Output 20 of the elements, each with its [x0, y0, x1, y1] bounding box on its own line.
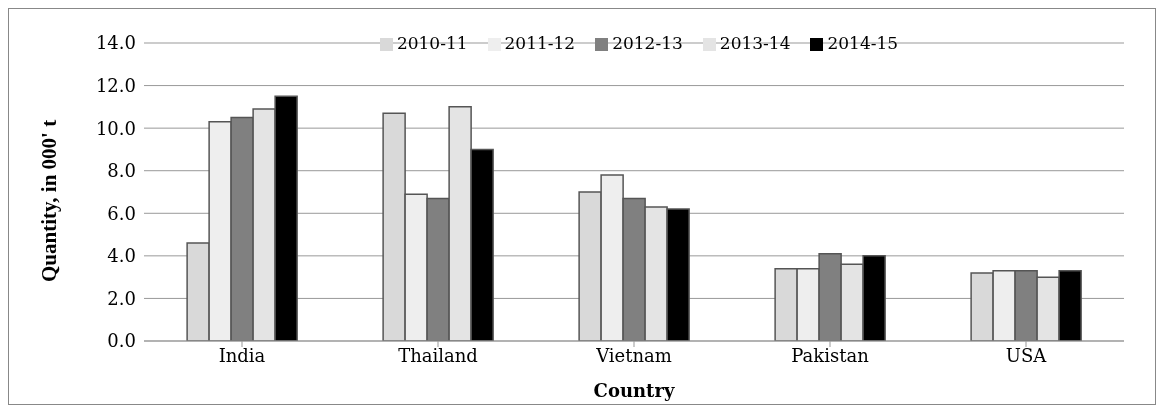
x-tick-label: India	[218, 344, 266, 366]
y-tick-label: 10.0	[95, 117, 136, 139]
legend-label: 2011-12	[504, 33, 576, 53]
legend-label: 2012-13	[612, 33, 683, 53]
y-tick-label: 2.0	[107, 287, 136, 309]
y-tick-label: 4.0	[107, 245, 136, 267]
legend-label: 2010-11	[396, 33, 468, 53]
x-tick-label: Pakistan	[791, 344, 870, 366]
x-tick-label: USA	[1005, 344, 1048, 366]
x-axis-title: Country	[593, 380, 675, 401]
y-tick-label: 14.0	[95, 32, 136, 54]
legend-label: 2013-14	[719, 33, 791, 53]
y-axis-title: Quantity, in 000' t	[37, 119, 62, 282]
x-tick-label: Thailand	[398, 344, 478, 366]
legend-label: 2014-15	[827, 33, 899, 53]
y-tick-label: 6.0	[107, 202, 136, 224]
y-tick-label: 12.0	[95, 74, 136, 96]
y-tick-label: 0.0	[107, 330, 136, 352]
y-tick-label: 8.0	[107, 160, 136, 182]
x-tick-label: Vietnam	[595, 344, 672, 366]
